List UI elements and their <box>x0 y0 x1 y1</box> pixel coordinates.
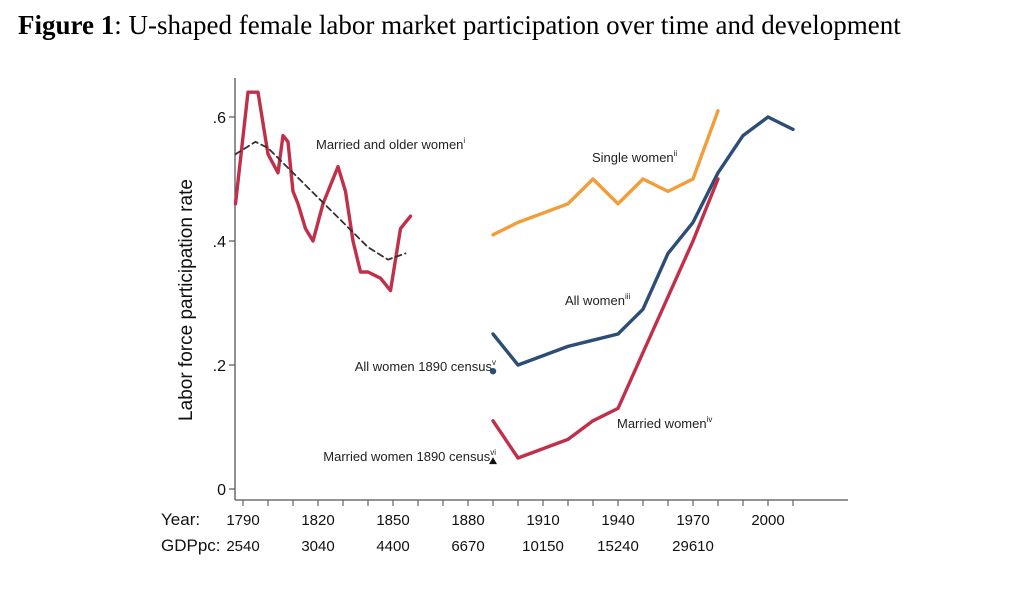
annotation-married-women: Married womeniv <box>617 415 712 431</box>
annotation-married-women-1890-census: Married women 1890 censusvi <box>323 448 496 464</box>
year-tick-label: 1820 <box>301 512 334 529</box>
gdp-tick-label: 4400 <box>376 538 409 555</box>
y-tick-label: 0 <box>217 482 226 499</box>
chart-axes: 0 .2 .4 .6 Year: 1790 1820 1850 1880 1910 1940 1970… <box>161 78 848 555</box>
year-tick-label: 1850 <box>376 512 409 529</box>
year-tick-label: 1880 <box>451 512 484 529</box>
figure-label-separator: : <box>114 10 122 40</box>
series-line-married-women <box>491 177 720 460</box>
year-tick-label: 1910 <box>526 512 559 529</box>
year-tick-label: 1970 <box>676 512 709 529</box>
y-tick-label: .6 <box>213 110 226 127</box>
gdp-tick-label: 29610 <box>672 538 714 555</box>
gdp-tick-label: 2540 <box>226 538 259 555</box>
gdp-tick-label: 15240 <box>597 538 639 555</box>
y-tick-label: .4 <box>213 234 226 251</box>
y-axis-label: Labor force participation rate <box>176 179 197 421</box>
point-marker-married-women-1890-census <box>489 457 497 465</box>
series-line-all-women <box>491 115 795 367</box>
gdp-tick-label: 3040 <box>301 538 334 555</box>
annotation-married-and-older-women: Married and older womeni <box>316 136 465 152</box>
year-tick-label: 1940 <box>601 512 634 529</box>
series-line-trend <box>234 140 407 261</box>
year-row-label: Year: <box>161 510 200 529</box>
chart-series-lines <box>233 90 795 465</box>
series-line-single-women <box>491 109 720 237</box>
gdp-row-label: GDPpc: <box>161 536 221 555</box>
year-tick-label: 2000 <box>751 512 784 529</box>
point-marker-all-women-1890-census <box>489 368 497 375</box>
y-tick-label: .2 <box>213 358 226 375</box>
annotation-single-women: Single womenii <box>592 149 677 165</box>
annotation-all-women-1890-census: All women 1890 censusv <box>355 358 496 374</box>
annotation-all-women: All womeniii <box>565 292 631 308</box>
year-tick-label: 1790 <box>226 512 259 529</box>
series-line-married-and-older-women <box>233 90 413 293</box>
chart-labels: Married and older womeni Single womenii Al… <box>316 136 712 464</box>
figure-title: Figure 1: U-shaped female labor market p… <box>18 10 1018 41</box>
figure-caption: U-shaped female labor market participati… <box>121 10 901 40</box>
gdp-tick-label: 6670 <box>451 538 484 555</box>
figure-label: Figure 1 <box>18 10 115 40</box>
gdp-tick-label: 10150 <box>522 538 564 555</box>
